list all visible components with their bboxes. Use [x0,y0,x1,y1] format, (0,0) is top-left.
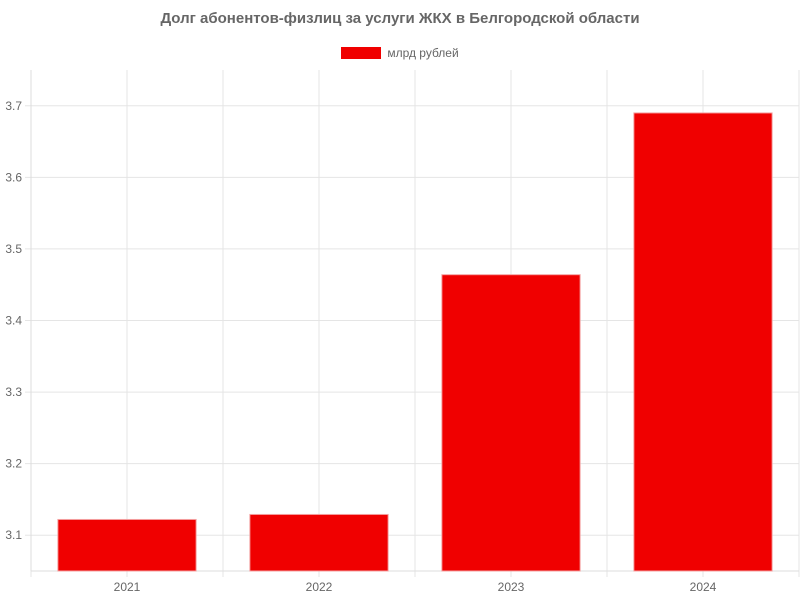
y-tick-label: 3.6 [5,170,22,184]
legend-swatch [341,47,382,59]
x-tick-label: 2023 [498,580,525,594]
legend-label: млрд рублей [387,46,459,60]
x-tick-label: 2024 [690,580,717,594]
bar-2024 [633,112,773,572]
legend[interactable]: млрд рублей [0,46,800,60]
y-tick-label: 3.4 [5,314,22,328]
bar-2022 [249,513,389,572]
bar-2023 [441,274,581,572]
y-tick-label: 3.1 [5,528,22,542]
y-tick-label: 3.7 [5,99,22,113]
y-tick-label: 3.2 [5,457,22,471]
x-tick-label: 2021 [114,580,141,594]
y-tick-label: 3.5 [5,242,22,256]
x-tick-label: 2022 [306,580,333,594]
bar-2021 [57,518,197,572]
y-tick-label: 3.3 [5,385,22,399]
chart-title: Долг абонентов-физлиц за услуги ЖКХ в Бе… [160,10,640,27]
